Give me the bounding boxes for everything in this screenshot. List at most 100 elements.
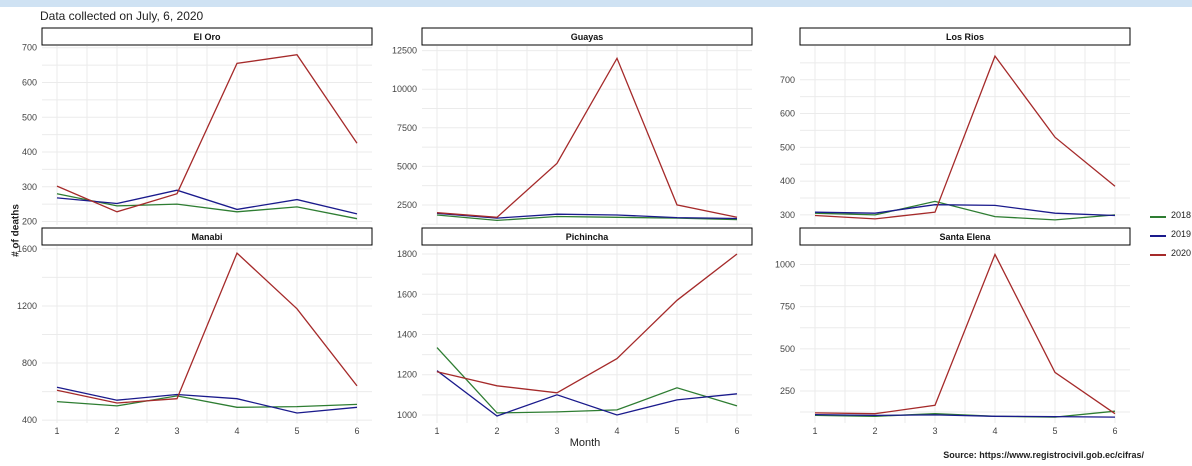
y-tick-label: 600	[22, 77, 37, 87]
x-tick-label: 5	[674, 426, 679, 436]
series-line-2019-santa-elena	[814, 413, 1116, 418]
y-tick-label: 300	[780, 210, 795, 220]
x-tick-label: 6	[734, 426, 739, 436]
x-tick-label: 3	[174, 426, 179, 436]
y-tick-label: 1600	[17, 244, 37, 254]
legend-item-2019: 2019	[1150, 228, 1192, 247]
series-line-2020-los-rios	[814, 54, 1116, 220]
y-tick-label: 2500	[397, 200, 417, 210]
x-tick-label: 2	[872, 426, 877, 436]
y-tick-label: 800	[22, 358, 37, 368]
x-tick-label: 3	[554, 426, 559, 436]
series-line-2020-el-oro	[56, 53, 358, 213]
series-line-2019-guayas	[436, 212, 738, 220]
series-line-2020-manabi	[56, 251, 358, 404]
legend-item-2018: 2018	[1150, 209, 1192, 228]
legend-swatch-2020	[1150, 254, 1166, 256]
x-tick-label: 2	[494, 426, 499, 436]
facet-strip-guayas	[421, 27, 753, 46]
y-tick-label: 1200	[397, 370, 417, 380]
y-tick-label: 200	[22, 217, 37, 227]
panel-santa-elena: Santa Elena 250 500 750 1000 1 2 3 4 5 6	[775, 227, 1131, 436]
grid-el-oro	[42, 46, 372, 225]
y-tick-label: 400	[22, 147, 37, 157]
facet-title-santa-elena: Santa Elena	[939, 232, 991, 242]
series-line-2019-los-rios	[814, 204, 1116, 217]
facet-title-el-oro: El Oro	[193, 32, 221, 42]
x-tick-label: 3	[932, 426, 937, 436]
panel-el-oro: El Oro 200 300 400 500 600 700	[22, 27, 373, 227]
panel-pichincha: Pichincha 1000 1200 1400 1600 1800 1 2 3 4 5 6	[397, 227, 753, 436]
legend-item-2020: 2020	[1150, 247, 1192, 266]
series-line-2020-santa-elena	[814, 252, 1116, 415]
series-line-2018-el-oro	[56, 193, 358, 220]
grid-guayas	[422, 46, 752, 225]
facet-title-los-rios: Los Rios	[946, 32, 984, 42]
y-tick-label: 600	[780, 109, 795, 119]
y-tick-label: 7500	[397, 123, 417, 133]
x-tick-label: 5	[1052, 426, 1057, 436]
series-line-2019-pichincha	[436, 370, 738, 417]
x-tick-label: 4	[234, 426, 239, 436]
y-tick-label: 1800	[397, 249, 417, 259]
series-line-2018-pichincha	[436, 347, 738, 414]
facet-title-manabi: Manabi	[191, 232, 222, 242]
y-tick-label: 400	[780, 176, 795, 186]
grid-santa-elena	[800, 246, 1130, 423]
y-tick-label: 250	[780, 386, 795, 396]
legend-swatch-2018	[1150, 216, 1166, 218]
series-line-2019-manabi	[56, 386, 358, 414]
top-bar	[0, 0, 1192, 7]
legend-swatch-2019	[1150, 235, 1166, 237]
x-tick-label: 5	[294, 426, 299, 436]
data-collected-caption: Data collected on July, 6, 2020	[40, 9, 204, 23]
source-note: Source: https://www.registrocivil.gob.ec…	[943, 450, 1144, 460]
y-tick-label: 1400	[397, 330, 417, 340]
facet-title-guayas: Guayas	[571, 32, 604, 42]
series-line-2020-guayas	[436, 56, 738, 218]
legend-label-2019: 2019	[1171, 229, 1192, 239]
panel-guayas: Guayas 2500 5000 7500 10000 12500	[392, 27, 753, 225]
panel-manabi: Manabi 400 800 1200 1600 1 2 3 4 5 6	[17, 227, 373, 436]
y-tick-label: 1600	[397, 289, 417, 299]
series-line-2018-manabi	[56, 395, 358, 408]
x-tick-label: 4	[992, 426, 997, 436]
y-tick-label: 700	[780, 75, 795, 85]
x-tick-label: 1	[54, 426, 59, 436]
y-tick-label: 400	[22, 415, 37, 425]
facet-strip-el-oro	[41, 27, 373, 46]
series-line-2018-los-rios	[814, 200, 1116, 221]
x-tick-label: 6	[1112, 426, 1117, 436]
legend-label-2018: 2018	[1171, 210, 1192, 220]
y-tick-label: 5000	[397, 161, 417, 171]
x-tick-label: 1	[812, 426, 817, 436]
facet-strip-los-rios	[799, 27, 1131, 46]
panel-los-rios: Los Rios 300 400 500 600 700	[780, 27, 1131, 225]
y-tick-label: 12500	[392, 46, 417, 56]
y-tick-label: 1000	[397, 410, 417, 420]
x-tick-label: 6	[354, 426, 359, 436]
facet-title-pichincha: Pichincha	[566, 232, 610, 242]
legend-label-2020: 2020	[1171, 248, 1192, 258]
facet-strip-santa-elena	[799, 227, 1131, 246]
series-line-2019-el-oro	[56, 189, 358, 215]
x-tick-label: 2	[114, 426, 119, 436]
y-tick-label: 1200	[17, 301, 37, 311]
facet-strip-manabi	[41, 227, 373, 246]
y-tick-label: 500	[22, 112, 37, 122]
series-line-2020-pichincha	[436, 253, 738, 394]
y-tick-label: 750	[780, 302, 795, 312]
y-tick-label: 300	[22, 182, 37, 192]
grid-pichincha	[422, 246, 752, 423]
y-tick-label: 700	[22, 43, 37, 53]
x-axis-label: Month	[569, 437, 601, 449]
y-tick-label: 10000	[392, 84, 417, 94]
y-tick-label: 500	[780, 344, 795, 354]
x-tick-label: 4	[614, 426, 619, 436]
y-tick-label: 500	[780, 142, 795, 152]
x-tick-label: 1	[434, 426, 439, 436]
legend: 2018 2019 2020	[1150, 209, 1192, 266]
y-tick-label: 1000	[775, 260, 795, 270]
facet-strip-pichincha	[421, 227, 753, 246]
